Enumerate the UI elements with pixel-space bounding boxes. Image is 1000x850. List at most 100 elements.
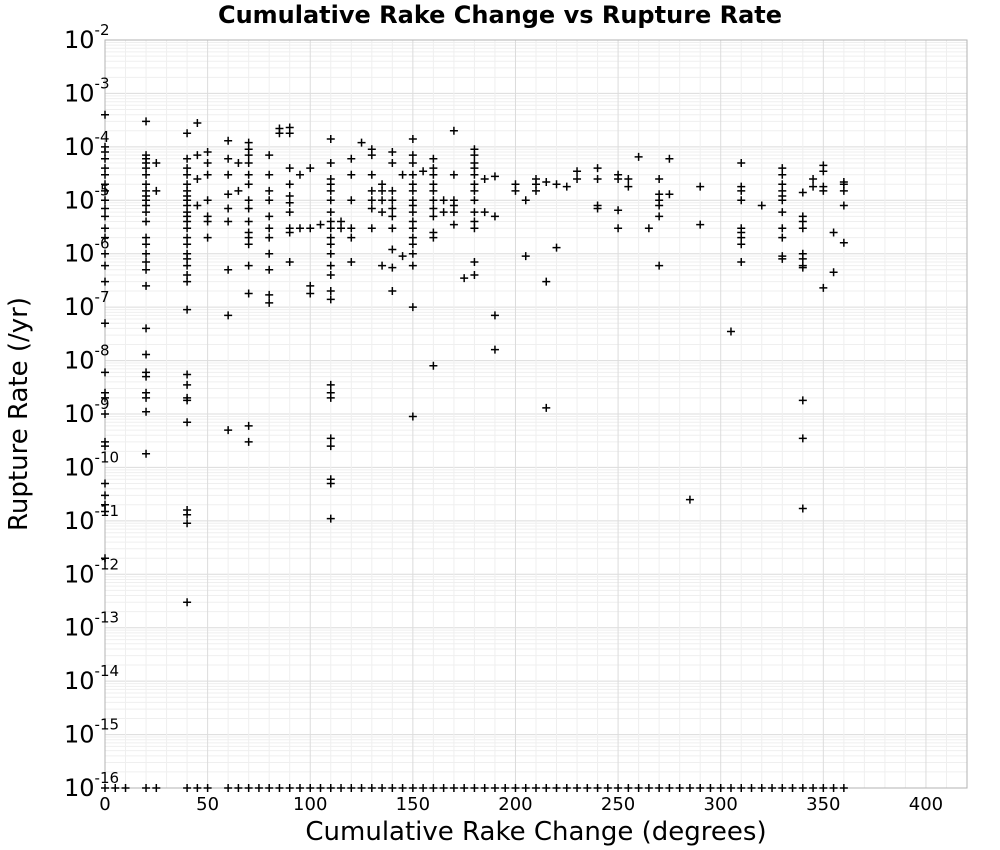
data-point [655, 175, 664, 184]
data-point [203, 196, 212, 205]
data-point [326, 224, 335, 233]
data-point [408, 303, 417, 312]
data-point [470, 224, 479, 233]
data-point [665, 154, 674, 163]
data-point [388, 784, 397, 792]
data-point [470, 217, 479, 226]
data-point [101, 554, 109, 563]
data-point [470, 784, 479, 792]
data-point [183, 224, 192, 233]
data-point [829, 228, 838, 237]
data-point [142, 117, 151, 126]
data-point [357, 784, 366, 792]
y-tick-exponent: -5 [95, 181, 110, 199]
data-point [285, 164, 294, 173]
y-tick-label: 10-2 [64, 21, 110, 54]
data-point [408, 186, 417, 195]
data-point [203, 217, 212, 226]
data-point [737, 158, 746, 167]
data-point [449, 208, 458, 217]
data-point [224, 204, 233, 213]
data-point [367, 170, 376, 179]
data-point [675, 784, 684, 792]
data-point [101, 368, 109, 377]
data-point [778, 164, 787, 173]
data-point [101, 410, 109, 418]
data-point [183, 510, 192, 519]
data-point [316, 784, 325, 792]
data-point [429, 361, 438, 370]
data-point [326, 393, 335, 402]
data-point [101, 393, 109, 402]
data-point [326, 514, 335, 523]
data-point [101, 186, 109, 195]
data-point [142, 281, 151, 290]
data-point [142, 249, 151, 258]
y-tick-label: 10-6 [64, 235, 110, 268]
data-point [449, 126, 458, 135]
data-point [152, 158, 161, 167]
data-point [234, 158, 243, 167]
data-point [819, 186, 828, 195]
data-point [798, 254, 807, 263]
y-tick-base: 10 [64, 186, 95, 214]
data-point [347, 154, 356, 163]
data-point [439, 784, 448, 792]
data-point [357, 138, 366, 147]
data-point [429, 196, 438, 205]
data-point [490, 784, 499, 792]
data-point [265, 224, 274, 233]
data-point [470, 151, 479, 160]
data-point [193, 784, 202, 792]
data-point [306, 164, 315, 173]
y-tick-base: 10 [64, 79, 95, 107]
data-point [408, 217, 417, 226]
data-point [552, 243, 561, 252]
data-point [265, 298, 274, 307]
data-point [573, 784, 582, 792]
y-tick-label: 10-8 [64, 342, 110, 375]
y-tick-base: 10 [64, 347, 95, 375]
y-tick-exponent: -14 [95, 662, 120, 680]
data-point [408, 208, 417, 217]
data-point [101, 212, 109, 221]
data-point [347, 257, 356, 266]
data-point [378, 261, 387, 270]
data-point [326, 233, 335, 242]
data-point [326, 261, 335, 270]
y-tick-label: 10-14 [64, 662, 119, 695]
chart-title: Cumulative Rake Change vs Rupture Rate [218, 1, 782, 29]
data-point [183, 240, 192, 249]
data-point [408, 224, 417, 233]
data-point [778, 208, 787, 217]
data-point [655, 212, 664, 221]
data-point [532, 180, 540, 189]
y-tick-base: 10 [64, 507, 95, 535]
data-point [101, 110, 109, 119]
data-point [408, 784, 417, 792]
data-point [326, 196, 335, 205]
y-tick-exponent: -15 [95, 716, 120, 734]
data-point [326, 295, 335, 304]
data-point [285, 257, 294, 266]
data-point [839, 201, 848, 210]
data-point [265, 196, 274, 205]
data-point [470, 208, 479, 217]
data-point [244, 180, 253, 189]
data-point [593, 784, 602, 792]
x-tick-label: 350 [806, 794, 840, 815]
data-point [101, 164, 109, 173]
y-axis-label: Rupture Rate (/yr) [4, 297, 34, 531]
data-point [295, 224, 304, 233]
data-point [265, 186, 274, 195]
y-tick-label: 10-3 [64, 74, 110, 107]
data-point [347, 224, 356, 233]
data-point [224, 784, 233, 792]
data-point [306, 289, 315, 298]
data-point [562, 784, 571, 792]
data-point [142, 784, 151, 792]
data-point [111, 784, 120, 792]
data-point [696, 182, 705, 191]
data-point [101, 170, 109, 179]
data-point [367, 204, 376, 213]
